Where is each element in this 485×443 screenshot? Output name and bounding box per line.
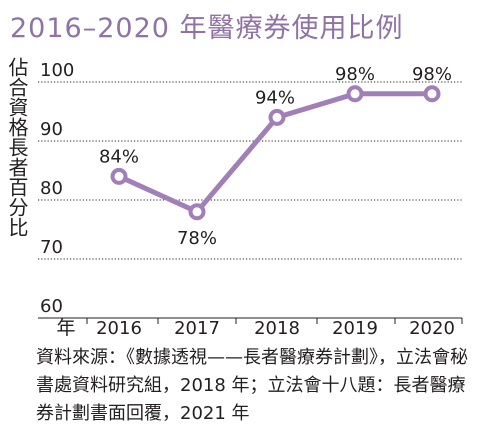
x-tick-label: 2019 [332, 318, 378, 339]
data-label: 98% [412, 64, 452, 85]
y-axis-label: 佔合資格長者百分比 [5, 57, 29, 237]
x-tick-label: 2016 [96, 318, 142, 339]
data-label: 94% [255, 87, 295, 108]
y-tick-label: 100 [40, 60, 74, 81]
source-note: 資料來源：《數據透視——長者醫療券計劃》，立法會秘書處資料研究組，2018 年；… [36, 347, 468, 424]
y-tick-label: 70 [40, 237, 63, 258]
x-tick-label: 2017 [174, 318, 220, 339]
x-axis-label: 年 [56, 317, 75, 339]
data-label: 84% [99, 146, 139, 167]
chart-title: 2016–2020 年醫療券使用比例 [10, 13, 404, 44]
data-point [188, 203, 206, 221]
x-tick-label: 2020 [409, 318, 455, 339]
data-point [268, 108, 286, 126]
y-tick-label: 60 [40, 296, 63, 317]
x-tick-label: 2018 [254, 318, 300, 339]
data-point [423, 85, 441, 103]
data-point [110, 167, 128, 185]
y-tick-label: 90 [40, 119, 63, 140]
data-point [346, 85, 364, 103]
data-label: 78% [177, 228, 217, 249]
data-label: 98% [335, 64, 375, 85]
y-tick-label: 80 [40, 178, 63, 199]
